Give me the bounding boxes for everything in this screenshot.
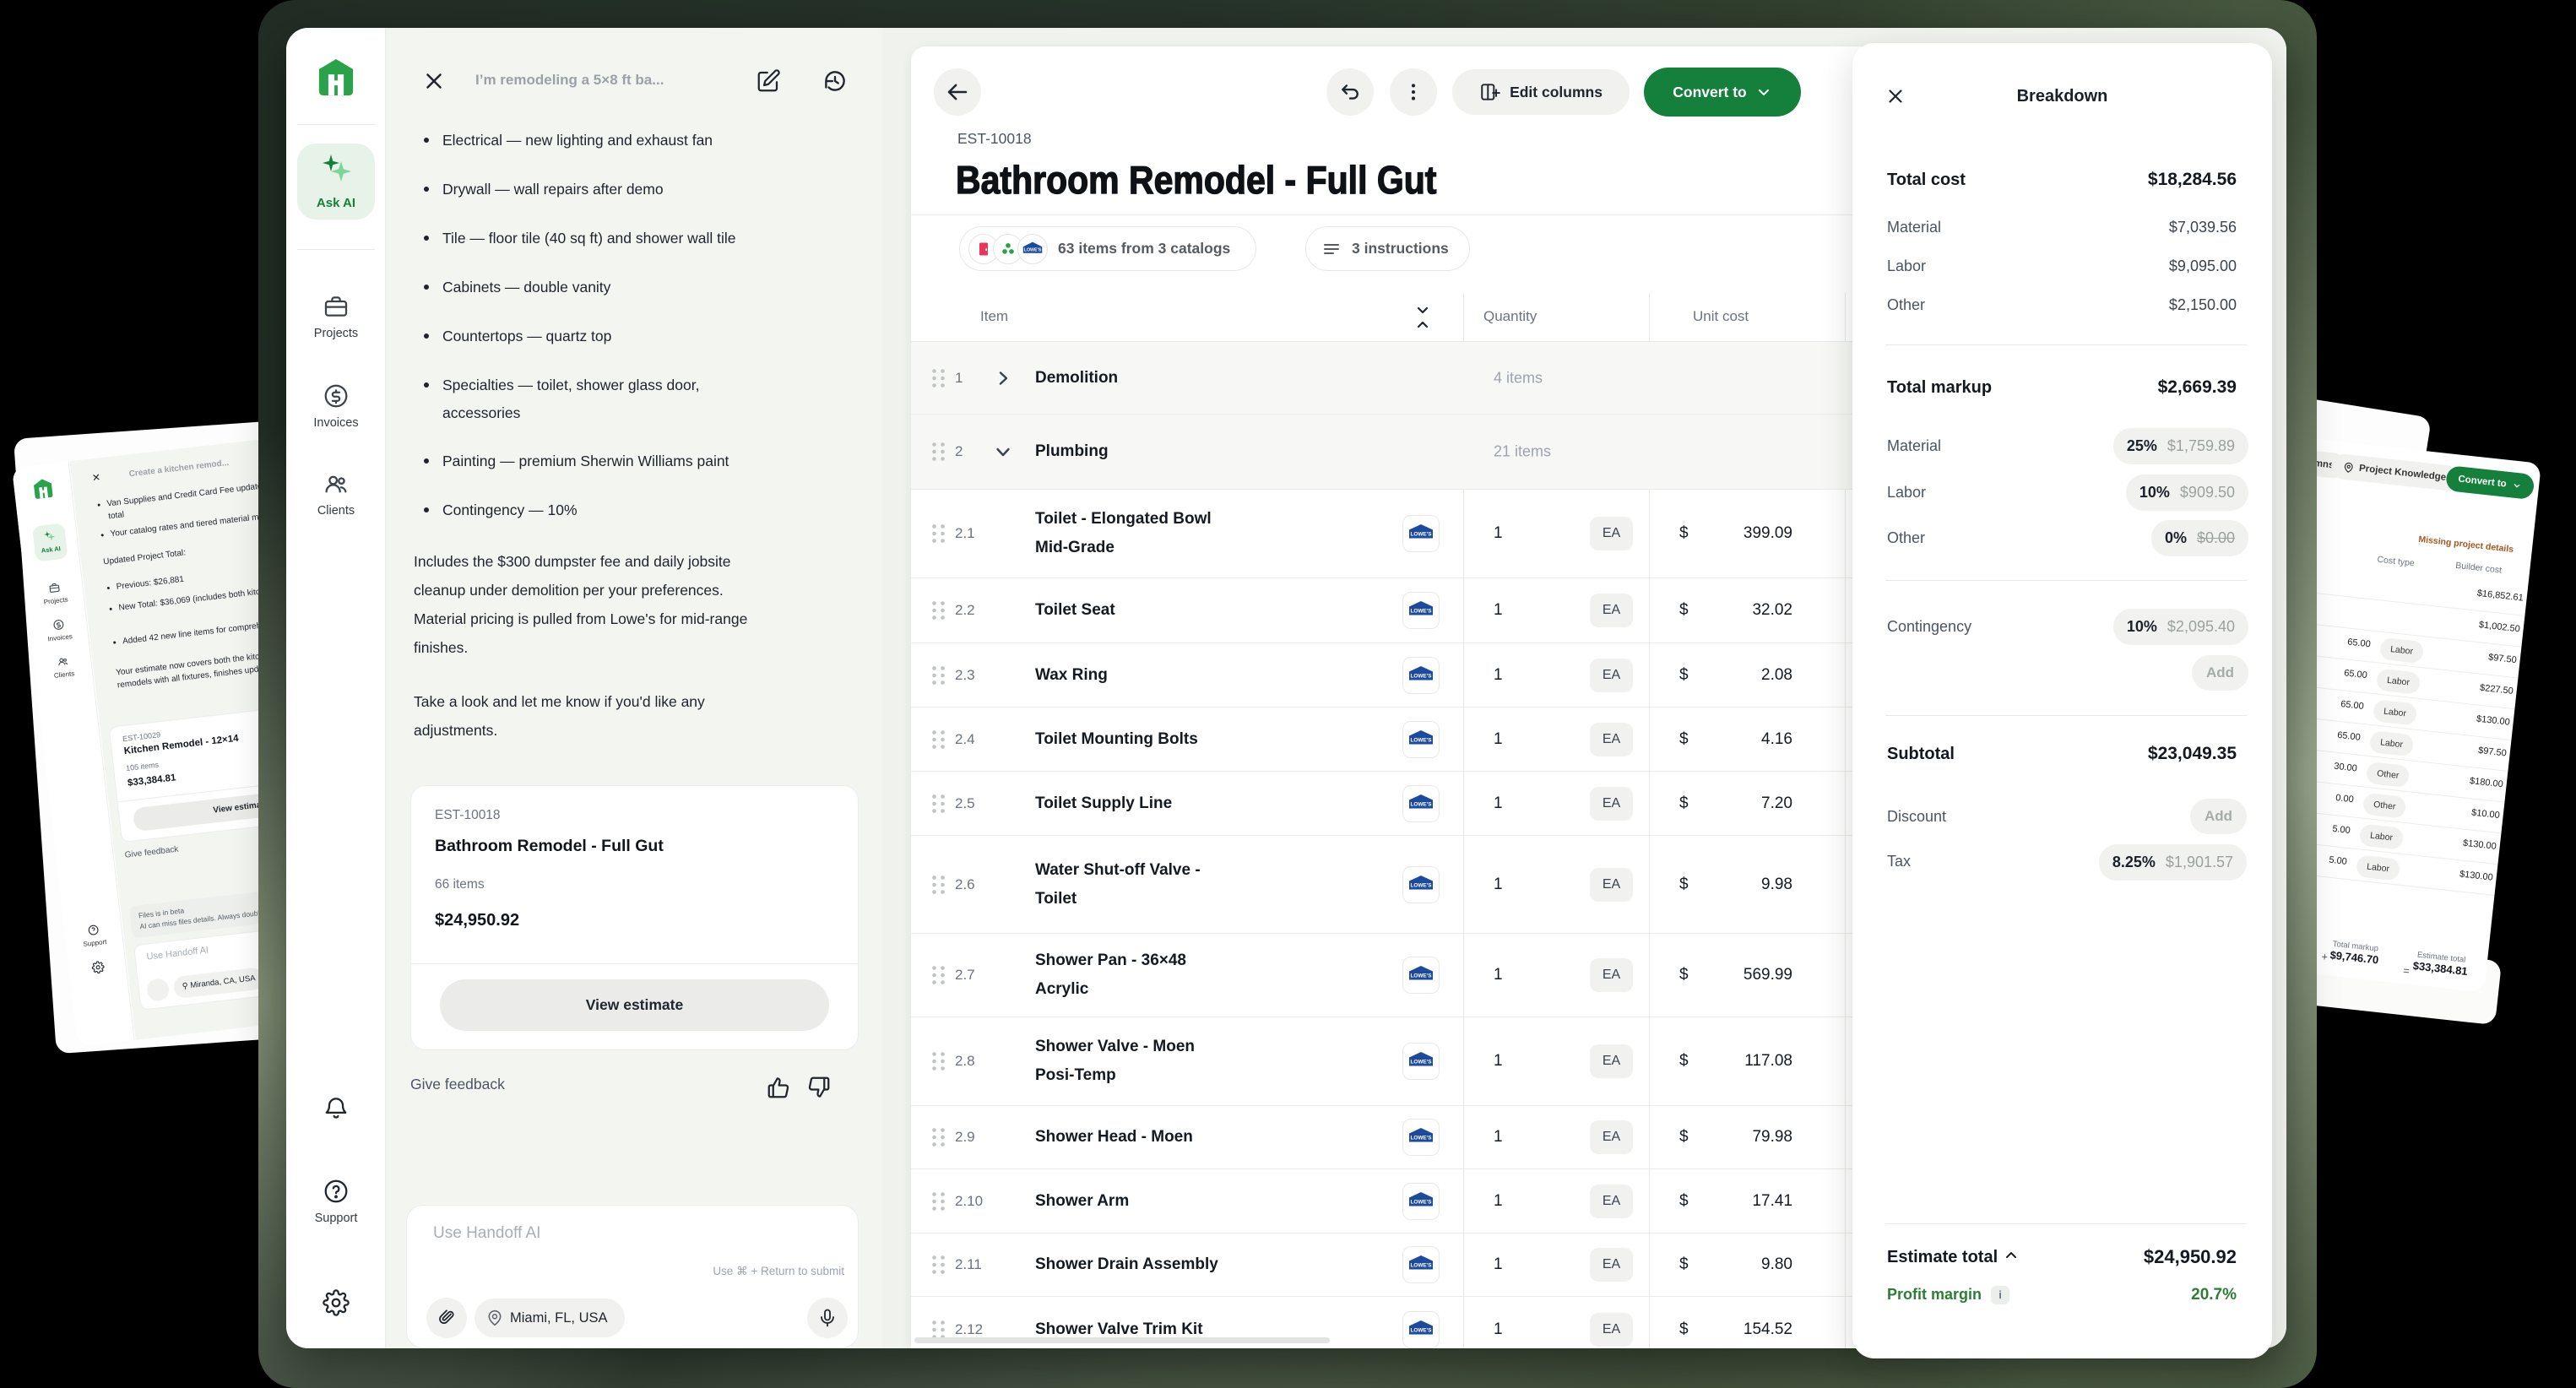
svg-text:LOWE'S: LOWE'S xyxy=(1411,1136,1433,1141)
svg-text:LOWE'S: LOWE'S xyxy=(1411,1199,1433,1205)
svg-text:LOWE'S: LOWE'S xyxy=(1411,609,1433,615)
svg-text:LOWE'S: LOWE'S xyxy=(1411,532,1433,538)
svg-text:LOWE'S: LOWE'S xyxy=(1411,1263,1433,1269)
svg-text:LOWE'S: LOWE'S xyxy=(1411,1328,1433,1334)
svg-text:LOWE'S: LOWE'S xyxy=(1411,673,1433,679)
svg-text:LOWE'S: LOWE'S xyxy=(1411,973,1433,979)
svg-text:LOWE'S: LOWE'S xyxy=(1411,737,1433,743)
svg-text:LOWE'S: LOWE'S xyxy=(1411,882,1433,888)
svg-text:LOWE'S: LOWE'S xyxy=(1024,247,1042,252)
svg-text:LOWE'S: LOWE'S xyxy=(1411,801,1433,807)
svg-text:LOWE'S: LOWE'S xyxy=(1411,1060,1433,1065)
